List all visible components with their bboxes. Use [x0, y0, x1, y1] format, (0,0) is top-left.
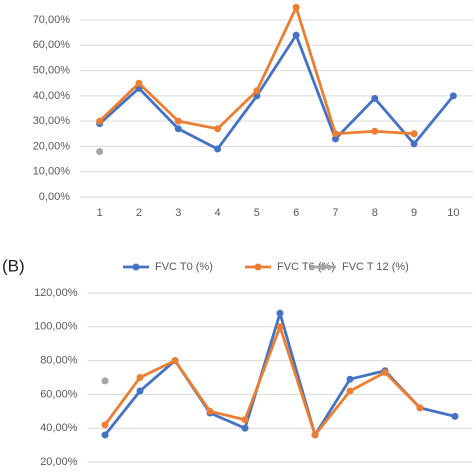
point	[96, 117, 104, 125]
point	[410, 130, 418, 138]
point	[292, 3, 300, 11]
x-tick-label: 7	[332, 207, 338, 219]
x-tick-label: 10	[447, 207, 459, 219]
y-tick-label: 60,00%	[40, 388, 78, 400]
series-line	[103, 325, 421, 437]
panel-label: (B)	[2, 256, 25, 275]
point	[96, 147, 104, 155]
point	[241, 416, 249, 424]
series-line	[103, 311, 456, 437]
legend-marker	[319, 263, 327, 271]
point	[381, 368, 389, 376]
x-tick-label: 5	[254, 207, 260, 219]
point	[136, 374, 144, 381]
point	[331, 130, 339, 138]
y-tick-label: 120,00%	[34, 287, 78, 299]
point	[253, 87, 261, 95]
point	[410, 140, 418, 148]
point	[276, 323, 284, 331]
legend-label: FVC T 12 (%)	[342, 261, 409, 273]
legend-marker	[254, 263, 262, 271]
point	[451, 412, 459, 420]
point	[331, 135, 339, 143]
y-tick-label: 20,00%	[40, 456, 78, 468]
y-tick-label: 30,00%	[33, 115, 71, 127]
point	[241, 424, 249, 432]
y-tick-label: 0,00%	[39, 191, 70, 203]
point	[214, 125, 222, 133]
point	[174, 125, 182, 133]
point	[449, 92, 457, 100]
point	[136, 387, 144, 395]
x-tick-label: 2	[136, 207, 142, 219]
y-tick-label: 60,00%	[33, 39, 71, 51]
point	[416, 404, 424, 412]
point	[135, 79, 143, 87]
y-tick-label: 80,00%	[40, 355, 78, 367]
x-tick-label: 1	[97, 207, 103, 219]
point	[371, 94, 379, 102]
y-tick-label: 40,00%	[33, 90, 71, 102]
series-line	[98, 33, 455, 151]
point	[371, 127, 379, 135]
x-tick-label: 3	[175, 207, 181, 219]
legend-marker	[132, 263, 140, 271]
point	[174, 117, 182, 125]
y-tick-label: 40,00%	[40, 422, 78, 434]
legend-label: FVC T6 (%)	[277, 261, 335, 273]
point	[292, 31, 300, 39]
y-tick-label: 50,00%	[33, 64, 71, 76]
y-tick-label: 70,00%	[33, 14, 71, 26]
x-tick-label: 6	[293, 207, 299, 219]
y-tick-label: 20,00%	[33, 140, 71, 152]
x-tick-label: 8	[372, 207, 378, 219]
point	[101, 377, 109, 385]
point	[276, 309, 284, 317]
point	[206, 407, 214, 415]
point	[311, 431, 319, 439]
point	[214, 145, 222, 153]
y-tick-label: 10,00%	[33, 166, 71, 178]
point	[346, 387, 354, 395]
y-tick-label: 100,00%	[34, 321, 78, 333]
legend-label: FVC T0 (%)	[155, 261, 213, 273]
x-tick-label: 9	[411, 207, 417, 219]
point	[171, 357, 179, 365]
point	[346, 375, 354, 383]
point	[101, 421, 109, 429]
x-tick-label: 4	[214, 207, 220, 219]
point	[101, 431, 109, 439]
